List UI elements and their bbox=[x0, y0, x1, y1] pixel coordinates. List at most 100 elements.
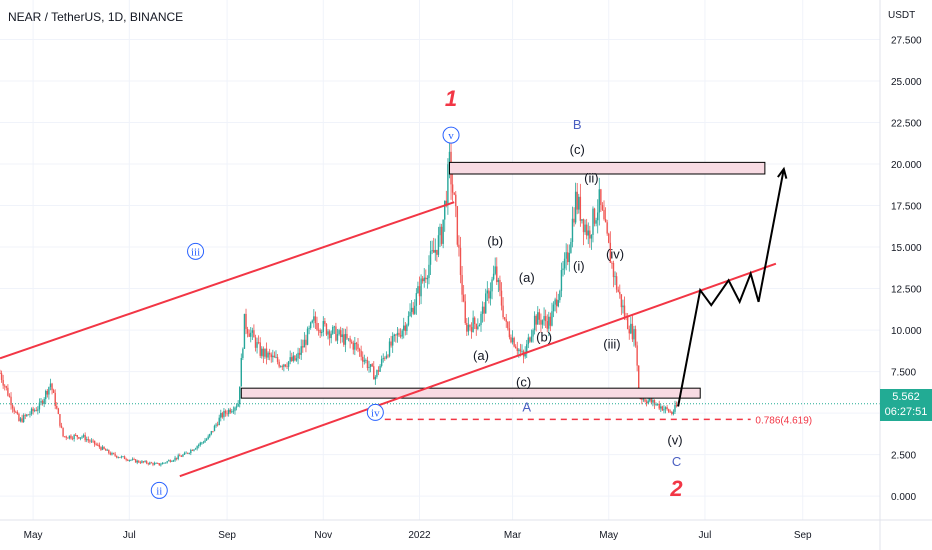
candle-body bbox=[270, 354, 272, 358]
candle-body bbox=[313, 316, 315, 321]
candle-body bbox=[24, 415, 26, 417]
candle-body bbox=[475, 323, 477, 330]
candle-body bbox=[666, 407, 668, 410]
wave-label: (c) bbox=[516, 375, 531, 390]
candle-body bbox=[456, 206, 459, 245]
candle-body bbox=[163, 462, 165, 464]
candle-body bbox=[590, 234, 593, 239]
x-axis: May Jul Sep Nov 2022 Mar May Jul Sep bbox=[0, 519, 932, 541]
candle-body bbox=[125, 459, 127, 460]
y-tick-label: 20.000 bbox=[891, 160, 922, 171]
candle-body bbox=[117, 457, 119, 459]
candle-body bbox=[84, 435, 86, 441]
wave-label: (iii) bbox=[603, 336, 620, 351]
candle-body bbox=[532, 330, 534, 337]
candle-body bbox=[574, 191, 577, 223]
candle-body bbox=[209, 434, 211, 437]
candle-body bbox=[15, 411, 17, 413]
wave-circle bbox=[442, 126, 460, 144]
candle-body bbox=[363, 360, 366, 362]
candle-body bbox=[257, 342, 260, 343]
candle-body bbox=[134, 459, 137, 463]
wave-label: 1 bbox=[445, 86, 457, 111]
candle-body bbox=[122, 456, 124, 458]
candle-body bbox=[52, 390, 55, 393]
candle-body bbox=[421, 278, 424, 282]
candle-body bbox=[382, 358, 384, 359]
candle-body bbox=[623, 305, 626, 317]
candle-body bbox=[213, 425, 216, 432]
candle-body bbox=[516, 348, 518, 352]
candle-body bbox=[220, 413, 222, 418]
candle-body bbox=[22, 415, 25, 422]
candle-body bbox=[563, 258, 566, 269]
candle-body bbox=[642, 399, 645, 401]
candle-body bbox=[576, 191, 578, 210]
candle-body bbox=[358, 349, 361, 351]
candle-body bbox=[581, 219, 583, 221]
candle-body bbox=[123, 456, 126, 460]
candle-body bbox=[10, 396, 12, 406]
wave-circle bbox=[366, 403, 384, 421]
candle-body bbox=[365, 360, 367, 361]
chart-title: NEAR / TetherUS, 1D, BINANCE bbox=[8, 10, 184, 24]
candle-body bbox=[606, 222, 608, 234]
candle-body bbox=[462, 294, 465, 302]
candle-body bbox=[328, 331, 331, 339]
candle-body bbox=[499, 279, 501, 291]
candle-body bbox=[272, 355, 274, 358]
candle-body bbox=[227, 409, 230, 415]
candle-body bbox=[101, 446, 104, 450]
y-tick-label: 25.000 bbox=[891, 77, 922, 88]
candle-body bbox=[150, 462, 153, 464]
candle-body bbox=[425, 277, 427, 280]
y-tick-label: 15.000 bbox=[891, 243, 922, 254]
candle-body bbox=[447, 164, 449, 205]
candle-body bbox=[598, 189, 600, 213]
candle-body bbox=[308, 327, 310, 329]
candle-body bbox=[174, 457, 176, 461]
candle-body bbox=[158, 463, 160, 466]
candle-body bbox=[231, 411, 233, 413]
candle-body bbox=[56, 406, 58, 409]
wave-label: (iv) bbox=[606, 247, 624, 262]
candle-body bbox=[51, 383, 53, 391]
candle-body bbox=[193, 449, 195, 451]
candle-body bbox=[406, 324, 408, 331]
candle-body bbox=[179, 455, 181, 457]
candle-body bbox=[341, 334, 343, 338]
y-tick-label: 2.500 bbox=[891, 451, 916, 462]
candle-body bbox=[13, 408, 15, 412]
candle-body bbox=[672, 411, 675, 415]
candle-body bbox=[510, 337, 512, 343]
candle-body bbox=[469, 324, 471, 328]
candle-body bbox=[600, 189, 602, 206]
candle-body bbox=[584, 224, 586, 233]
candle-body bbox=[335, 326, 337, 341]
candle-body bbox=[527, 337, 530, 345]
wave-label: 2 bbox=[669, 476, 683, 501]
y-tick-label: 17.500 bbox=[891, 202, 922, 213]
y-tick-label: 22.500 bbox=[891, 119, 922, 130]
candle-body bbox=[603, 209, 605, 220]
candle-body bbox=[645, 401, 648, 404]
candle-body bbox=[73, 435, 75, 439]
candle-body bbox=[461, 274, 463, 295]
candle-body bbox=[0, 373, 1, 375]
x-tick-label: Mar bbox=[504, 530, 522, 541]
candle-body bbox=[169, 460, 172, 462]
candle-body bbox=[215, 424, 217, 426]
candle-body bbox=[221, 413, 224, 418]
candle-body bbox=[21, 418, 23, 422]
candle-body bbox=[486, 290, 489, 294]
candle-body bbox=[171, 461, 173, 462]
candle-body bbox=[360, 350, 362, 357]
candle-body bbox=[508, 328, 511, 338]
candle-body bbox=[518, 349, 520, 352]
candle-body bbox=[149, 462, 151, 465]
candle-body bbox=[494, 266, 496, 274]
candle-body bbox=[201, 442, 203, 444]
candle-body bbox=[660, 406, 662, 409]
candle-body bbox=[145, 461, 148, 464]
